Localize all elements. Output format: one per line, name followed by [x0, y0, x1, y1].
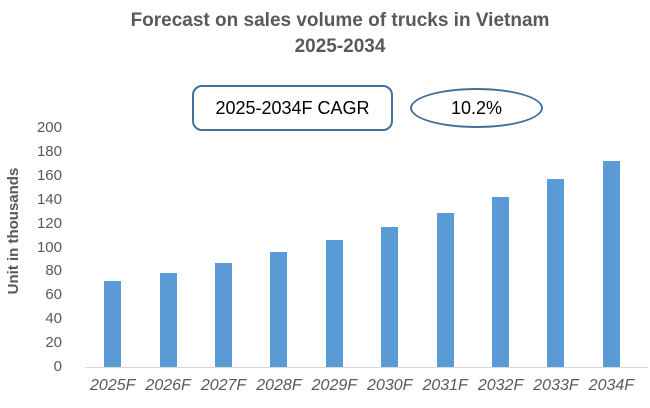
x-tick-label-2031F: 2031F: [422, 377, 468, 394]
y-tick-label: 180: [36, 142, 62, 160]
bar-2028F: [270, 252, 288, 367]
y-axis-ticks: 200 180 160 140 120 100 80 60 40 20 0: [0, 0, 62, 408]
bar-cell-2028F: [251, 128, 306, 367]
y-tick-label: 40: [45, 310, 62, 328]
chart-title: Forecast on sales volume of trucks in Vi…: [30, 8, 650, 60]
y-tick-label: 60: [45, 286, 62, 304]
cagr-value-ellipse: 10.2%: [410, 88, 543, 128]
x-tick-label-2032F: 2032F: [477, 377, 524, 394]
y-tick-label: 160: [36, 166, 62, 184]
x-tick-label-2029F: 2029F: [311, 377, 358, 394]
bar-cell-2025F: [85, 128, 140, 367]
x-tick-label-2025F: 2025F: [90, 377, 136, 394]
chart-title-line1: Forecast on sales volume of trucks in Vi…: [130, 10, 550, 31]
x-axis-line: [85, 367, 648, 368]
x-tick-label-2028F: 2028F: [256, 377, 302, 394]
y-tick-label: 20: [45, 334, 62, 352]
bar-2027F: [215, 263, 233, 367]
y-tick-label: 120: [36, 214, 62, 232]
y-tick-label: 80: [45, 262, 62, 280]
x-tick-label-2027F: 2027F: [200, 377, 247, 394]
bar-cell-2030F: [362, 128, 417, 367]
bar-cell-2029F: [307, 128, 362, 367]
y-tick-label: 100: [36, 238, 62, 256]
cagr-label-text: 2025-2034F CAGR: [215, 97, 370, 118]
bar-cell-2033F: [528, 128, 583, 367]
bar-2030F: [381, 227, 399, 367]
bar-2034F: [602, 161, 620, 367]
plot-area: [85, 128, 639, 367]
bar-cell-2031F: [417, 128, 472, 367]
y-tick-label: 140: [36, 190, 62, 208]
y-tick-label: 200: [36, 119, 62, 136]
bar-cell-2032F: [473, 128, 528, 367]
x-tick-label-2030F: 2030F: [367, 377, 413, 394]
cagr-label-box: 2025-2034F CAGR: [192, 85, 393, 131]
bar-2025F: [104, 280, 122, 367]
x-tick-label-2026F: 2026F: [145, 377, 191, 394]
bar-2033F: [547, 179, 565, 367]
chart-title-line2: 2025-2034: [294, 36, 386, 57]
bar-cell-2034F: [584, 128, 639, 367]
x-tick-label-2033F: 2033F: [533, 377, 579, 394]
bar-cell-2027F: [196, 128, 251, 367]
bar-cell-2026F: [140, 128, 195, 367]
bar-2032F: [492, 197, 510, 367]
bar-2026F: [159, 272, 177, 367]
bar-2031F: [436, 212, 454, 367]
x-tick-label-2034F: 2034F: [588, 377, 635, 394]
y-tick-label: 0: [53, 358, 62, 375]
cagr-value-text: 10.2%: [450, 97, 503, 118]
bar-2029F: [325, 240, 343, 367]
x-axis-labels: 2025F 2026F 2027F 2028F 2029F 2030F 2031F 2032F…: [85, 377, 639, 395]
